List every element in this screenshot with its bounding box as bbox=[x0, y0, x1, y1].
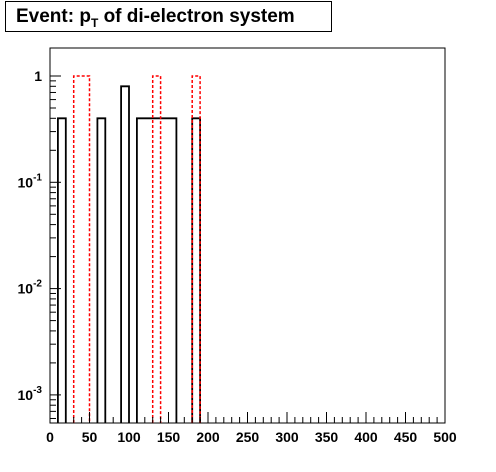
x-tick-label: 250 bbox=[236, 429, 260, 445]
histogram-bin-0-2 bbox=[120, 85, 130, 423]
histogram-bin-1-1 bbox=[151, 75, 162, 423]
x-tick-label: 400 bbox=[354, 429, 378, 445]
x-tick-label: 0 bbox=[46, 429, 54, 445]
title-subscript: T bbox=[90, 16, 99, 30]
y-tick-label: 1 bbox=[34, 68, 42, 84]
title-suffix: of di-electron system bbox=[98, 6, 295, 27]
title-prefix: Event: p bbox=[16, 6, 91, 27]
x-tick-label: 150 bbox=[157, 429, 181, 445]
plot-frame bbox=[49, 47, 446, 424]
x-tick-label: 50 bbox=[82, 429, 98, 445]
x-tick-label: 350 bbox=[315, 429, 339, 445]
x-tick-label: 200 bbox=[196, 429, 220, 445]
y-tick-label: 10-1 bbox=[18, 172, 43, 190]
x-tick-label: 500 bbox=[433, 429, 457, 445]
histogram-bin-0-3 bbox=[136, 117, 178, 423]
histogram-layer bbox=[57, 75, 201, 423]
histogram-bin-0-0 bbox=[57, 117, 67, 423]
histogram-bin-0-4 bbox=[191, 117, 201, 423]
x-tick-label: 450 bbox=[394, 429, 418, 445]
histogram-bin-0-1 bbox=[96, 117, 107, 423]
axes-layer: 0 50 100 150 200 250 300 350 400 450 500 1 10-1 10-2 1… bbox=[18, 68, 457, 445]
y-tick-label: 10-2 bbox=[18, 279, 43, 297]
x-tick-label: 100 bbox=[117, 429, 141, 445]
histogram-bin-1-0 bbox=[72, 75, 91, 423]
histogram-bin-1-2 bbox=[191, 75, 201, 423]
chart-title: Event: pT of di-electron system bbox=[5, 1, 332, 32]
y-tick-label: 10-3 bbox=[18, 385, 43, 403]
x-tick-label: 300 bbox=[275, 429, 299, 445]
